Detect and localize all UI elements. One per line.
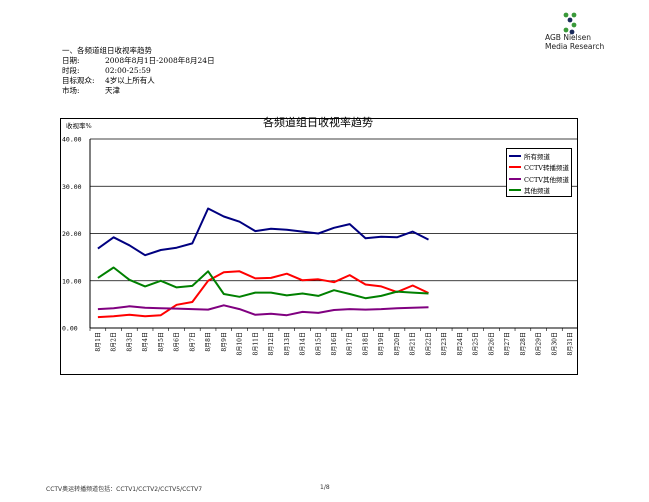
y-tick-label: 40.00 [62, 136, 82, 144]
logo-dot [563, 27, 569, 33]
brand-name-line2: Media Research [545, 42, 605, 51]
x-tick-label: 8月20日 [394, 332, 401, 355]
y-tick-label: 0.00 [62, 325, 78, 333]
logo-dot [571, 22, 577, 28]
chart-frame [60, 118, 578, 375]
page-number: 1/8 [320, 484, 330, 491]
legend-label: CCTV其他频道 [524, 175, 569, 184]
legend-swatch [509, 177, 521, 180]
legend-item: CCTV其他频道 [509, 173, 569, 185]
x-tick-label: 8月18日 [362, 332, 369, 355]
legend-swatch [509, 154, 521, 157]
legend-label: CCTV转播频道 [524, 164, 569, 173]
info-row-date: 日期: 2008年8月1日-2008年8月24日 [62, 55, 215, 66]
legend-label: 所有频道 [524, 152, 550, 161]
series-line [97, 304, 429, 317]
y-tick-label: 30.00 [62, 183, 82, 191]
logo-dot [569, 29, 575, 35]
x-tick-label: 8月30日 [551, 332, 558, 355]
report-title: 一、各频道组日收视率趋势 [62, 46, 152, 55]
x-tick-label: 8月24日 [457, 332, 464, 355]
x-tick-label: 8月19日 [378, 332, 385, 355]
x-tick-label: 8月31日 [567, 332, 574, 355]
info-label: 目标观众: [62, 76, 95, 85]
footer-note: CCTV奥运转播频道包括：CCTV1/CCTV2/CCTV5/CCTV7 [46, 486, 203, 493]
info-label: 时段: [62, 66, 80, 75]
y-tick-label: 20.00 [62, 230, 82, 238]
x-tick-label: 8月3日 [126, 332, 133, 352]
legend-label: 其他频道 [524, 187, 550, 196]
series-line [97, 270, 429, 319]
x-tick-label: 8月25日 [473, 332, 480, 355]
info-value: 天津 [105, 86, 120, 95]
logo-dot [571, 12, 577, 18]
x-tick-label: 8月17日 [347, 332, 354, 355]
x-tick-label: 8月1日 [95, 332, 102, 352]
x-tick-label: 8月28日 [520, 332, 527, 355]
series-line [97, 266, 429, 300]
legend-item: CCTV转播频道 [509, 162, 569, 174]
info-value: 2008年8月1日-2008年8月24日 [105, 56, 215, 65]
x-tick-label: 8月11日 [252, 332, 259, 355]
x-tick-label: 8月7日 [189, 332, 196, 352]
legend-swatch [509, 189, 521, 192]
info-row-audience: 目标观众: 4岁以上所有人 [62, 75, 155, 86]
x-tick-label: 8月14日 [300, 332, 307, 355]
info-value: 02:00-25:59 [105, 66, 151, 75]
chart-title: 各频道组日收视率趋势 [263, 115, 373, 129]
legend-item: 所有频道 [509, 150, 569, 162]
info-label: 日期: [62, 56, 80, 65]
x-tick-label: 8月5日 [158, 332, 165, 352]
x-tick-label: 8月15日 [315, 332, 322, 355]
series-line [97, 207, 429, 257]
info-row-timeslot: 时段: 02:00-25:59 [62, 65, 151, 76]
x-tick-label: 8月10日 [237, 332, 244, 355]
x-tick-label: 8月22日 [425, 332, 432, 355]
y-axis-label: 收视率% [66, 121, 92, 130]
x-tick-label: 8月8日 [205, 332, 212, 352]
chart-legend: 所有频道 CCTV转播频道 CCTV其他频道 其他频道 [506, 148, 572, 197]
x-tick-label: 8月4日 [142, 332, 149, 352]
info-value: 4岁以上所有人 [105, 76, 155, 85]
logo-dot [563, 12, 569, 18]
x-tick-label: 8月12日 [268, 332, 275, 355]
info-row-market: 市场: 天津 [62, 85, 120, 96]
legend-item: 其他频道 [509, 185, 569, 197]
x-tick-label: 8月26日 [488, 332, 495, 355]
x-tick-label: 8月13日 [284, 332, 291, 355]
x-tick-label: 8月16日 [331, 332, 338, 355]
x-tick-label: 8月29日 [536, 332, 543, 355]
x-tick-label: 8月21日 [410, 332, 417, 355]
legend-swatch [509, 166, 521, 169]
x-tick-label: 8月9日 [221, 332, 228, 352]
brand-logo-mark [563, 12, 577, 35]
info-label: 市场: [62, 86, 80, 95]
x-tick-label: 8月6日 [174, 332, 181, 352]
x-tick-label: 8月27日 [504, 332, 511, 355]
logo-dot [567, 17, 573, 23]
brand-name-line1: AGB Nielsen [545, 33, 592, 42]
y-tick-label: 10.00 [62, 277, 82, 285]
x-tick-label: 8月23日 [441, 332, 448, 355]
x-tick-label: 8月2日 [111, 332, 118, 352]
